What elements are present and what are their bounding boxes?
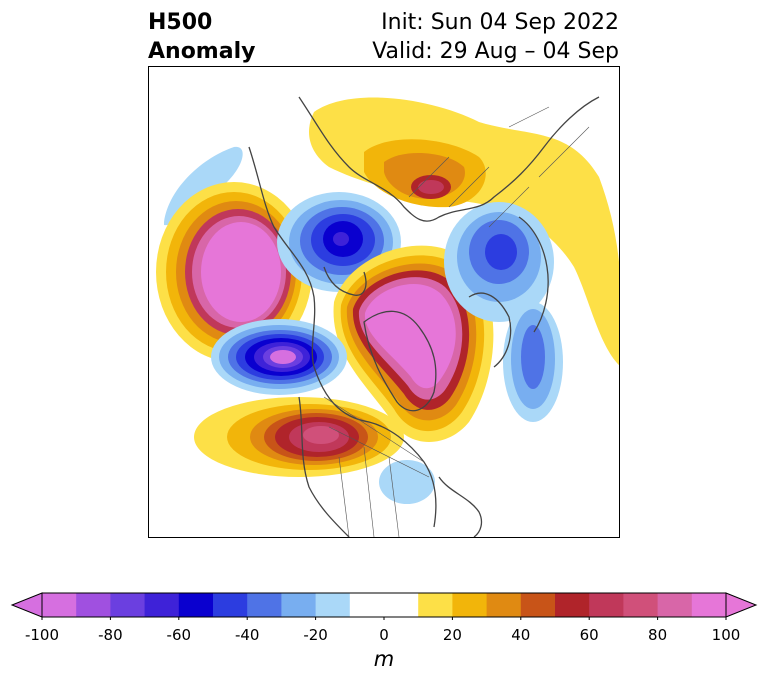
colorbar-tick-label: -40 <box>234 626 260 644</box>
colorbar-tick-label: 20 <box>442 626 462 644</box>
colorbar-bin-13 <box>520 593 556 617</box>
init-time: Init: Sun 04 Sep 2022 <box>381 10 619 35</box>
map-panel[interactable] <box>148 66 620 538</box>
colorbar-bin-5 <box>213 593 248 617</box>
colorbar-bin-3 <box>144 593 180 617</box>
colorbar <box>10 590 758 620</box>
colorbar-bin-7 <box>281 593 317 617</box>
colorbar-bin-1 <box>76 593 111 617</box>
anomaly-siberia-core <box>418 180 444 194</box>
colorbar-bin-18 <box>691 593 727 617</box>
colorbar-graphic <box>10 592 758 620</box>
colorbar-bin-0 <box>42 593 77 617</box>
title-variable: H500 <box>148 10 213 35</box>
anomaly-map <box>156 96 619 537</box>
colorbar-bin-10 <box>418 593 453 617</box>
colorbar-tick-label: 100 <box>711 626 741 644</box>
colorbar-bin-9 <box>349 593 419 617</box>
colorbar-bin-11 <box>452 593 488 617</box>
colorbar-extend-low <box>10 592 43 618</box>
political-borders <box>323 106 590 537</box>
anomaly-seus-weak-negative <box>379 460 435 504</box>
colorbar-tick-label: 0 <box>379 626 389 644</box>
anomaly-atlantic-core <box>521 325 545 389</box>
anomaly-scandinavia-core <box>485 234 517 270</box>
colorbar-tick-label: 40 <box>511 626 531 644</box>
colorbar-bin-4 <box>178 593 214 617</box>
colorbar-extend-high <box>725 592 758 618</box>
coastlines <box>248 96 600 537</box>
colorbar-tick-label: -80 <box>98 626 123 644</box>
anomaly-greenland-core <box>364 283 456 389</box>
colorbar-tick-label: 60 <box>579 626 599 644</box>
colorbar-tick-label: -100 <box>24 626 60 644</box>
title-left: H500 Anomaly <box>148 8 255 66</box>
colorbar-bin-8 <box>315 593 351 617</box>
colorbar-bin-12 <box>486 593 522 617</box>
title-field: Anomaly <box>148 39 256 64</box>
title-right: Init: Sun 04 Sep 2022 Valid: 29 Aug – 04… <box>372 8 619 66</box>
anomaly-alaska-core <box>270 350 296 364</box>
colorbar-tick-label: 80 <box>648 626 668 644</box>
colorbar-bin-17 <box>657 593 693 617</box>
colorbar-tick-label: -60 <box>166 626 192 644</box>
colorbar-bin-6 <box>247 593 282 617</box>
colorbar-bin-2 <box>110 593 146 617</box>
anomaly-westus-core <box>303 426 339 444</box>
colorbar-bin-14 <box>555 593 590 617</box>
colorbar-tick-label: -20 <box>303 626 328 644</box>
colorbar-units: m <box>373 647 395 671</box>
colorbar-bin-16 <box>623 593 659 617</box>
anomaly-hudson-center <box>333 232 349 246</box>
colorbar-bin-15 <box>589 593 624 617</box>
valid-period: Valid: 29 Aug – 04 Sep <box>372 39 619 64</box>
anomaly-bering-core <box>201 222 281 322</box>
